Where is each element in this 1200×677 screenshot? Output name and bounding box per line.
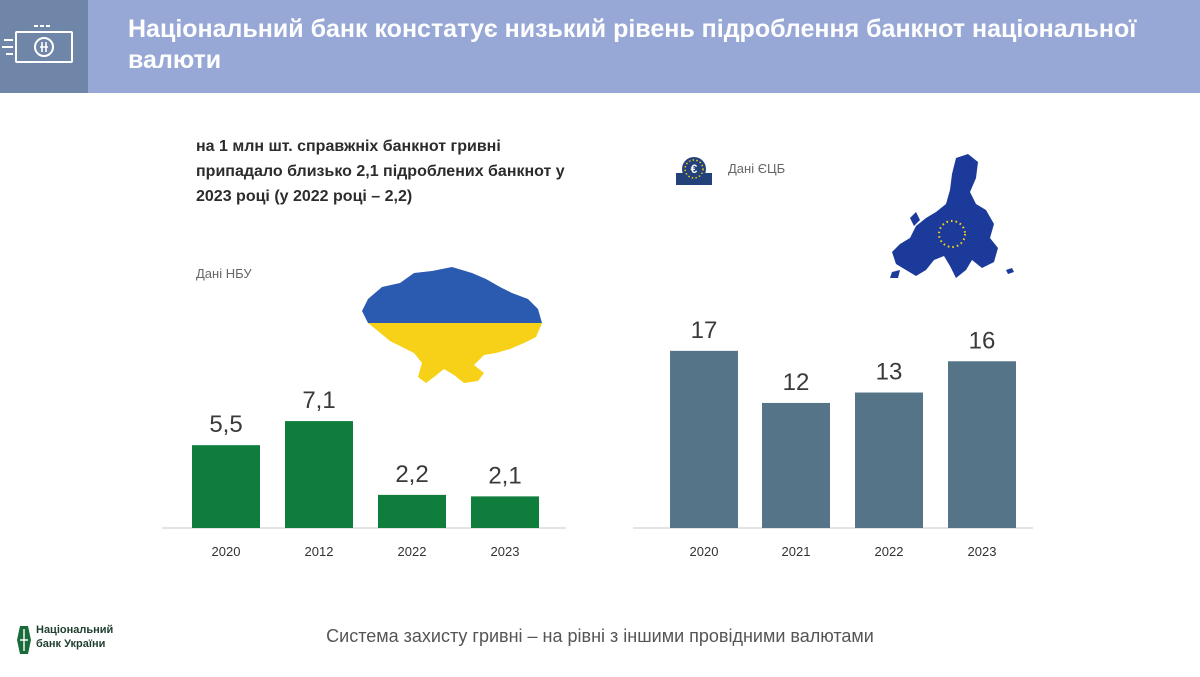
ecb-data-label: 17 bbox=[691, 317, 718, 344]
logo-line-2: банк України bbox=[36, 638, 106, 650]
ecb-tick-label: 2021 bbox=[782, 544, 811, 559]
ecb-data-label: 12 bbox=[783, 369, 810, 396]
ecb-bar bbox=[762, 402, 830, 528]
nbu-bar bbox=[471, 496, 539, 528]
nbu-data-label: 2,1 bbox=[488, 462, 521, 489]
nbu-bar bbox=[285, 421, 353, 528]
ecb-bar bbox=[670, 350, 738, 528]
header-icon-box bbox=[0, 0, 88, 93]
ecb-bar bbox=[948, 361, 1016, 528]
eu-map-icon bbox=[890, 154, 1014, 278]
ukraine-map-icon bbox=[362, 267, 542, 383]
nbu-tick-label: 2012 bbox=[305, 544, 334, 559]
nbu-bar bbox=[192, 445, 260, 528]
nbu-logo: Національний банк України bbox=[14, 622, 134, 658]
header-bar: Національний банк констатує низький ріве… bbox=[0, 0, 1200, 93]
ecb-tick-label: 2022 bbox=[875, 544, 904, 559]
ecb-tick-label: 2023 bbox=[968, 544, 997, 559]
page-title: Національний банк констатує низький ріве… bbox=[128, 15, 1137, 74]
nbu-tick-label: 2023 bbox=[491, 544, 520, 559]
source-ecb: Дані ЄЦБ bbox=[728, 161, 786, 176]
source-nbu: Дані НБУ bbox=[196, 266, 252, 281]
nbu-data-label: 2,2 bbox=[395, 461, 428, 488]
nbu-tick-label: 2022 bbox=[398, 544, 427, 559]
nbu-data-label: 5,5 bbox=[209, 411, 242, 438]
nbu-bar bbox=[378, 494, 446, 528]
nbu-logo-icon bbox=[17, 626, 31, 654]
ecb-data-label: 16 bbox=[969, 327, 996, 354]
svg-text:€: € bbox=[691, 162, 698, 176]
ecb-data-label: 13 bbox=[876, 359, 903, 386]
nbu-tick-label: 2020 bbox=[212, 544, 241, 559]
banknote-icon bbox=[2, 25, 73, 63]
ecb-logo-icon: € bbox=[674, 155, 714, 189]
nbu-data-label: 7,1 bbox=[302, 387, 335, 414]
ecb-bar bbox=[855, 392, 923, 528]
logo-line-1: Національний bbox=[36, 624, 114, 636]
chart-subtitle: на 1 млн шт. справжніх банкнот гривні пр… bbox=[196, 138, 565, 205]
footer-caption: Система захисту гривні – на рівні з інши… bbox=[326, 626, 874, 646]
ecb-tick-label: 2020 bbox=[690, 544, 719, 559]
